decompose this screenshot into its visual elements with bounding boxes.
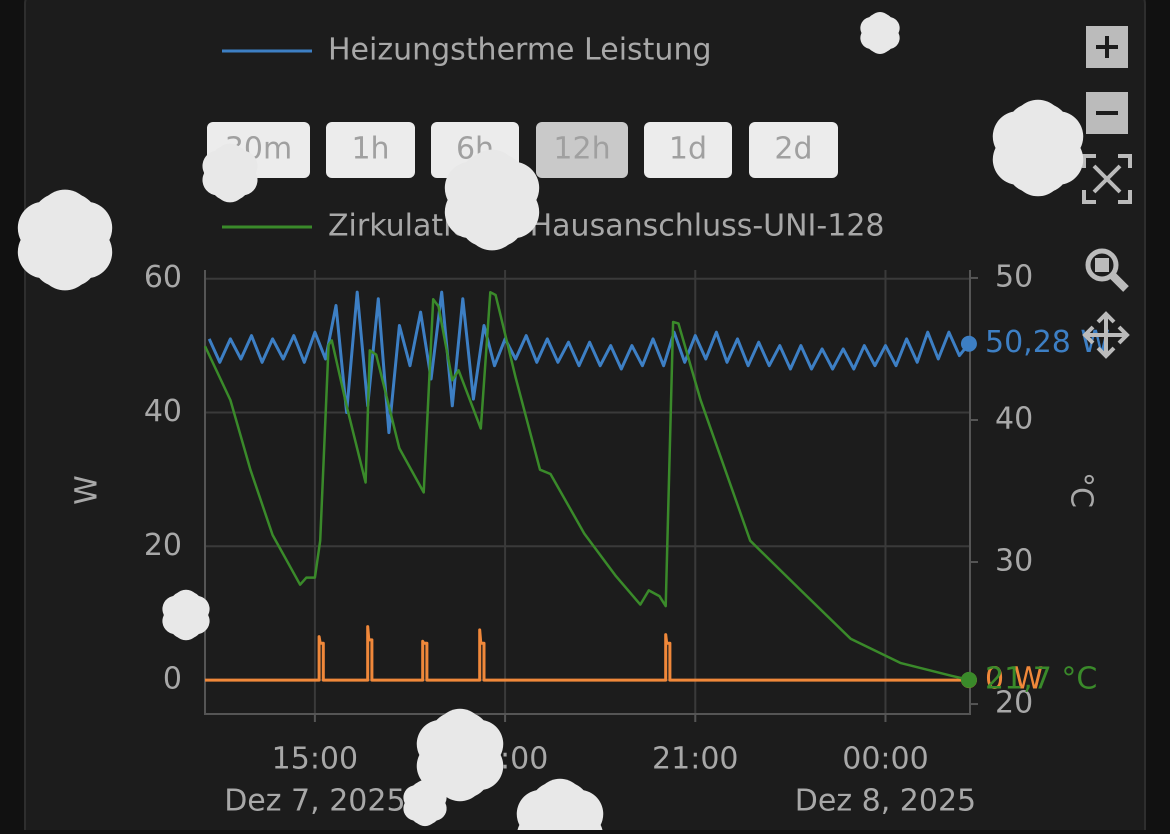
axis-line xyxy=(204,270,971,715)
zoom-icon xyxy=(1095,258,1109,272)
x-tick-label: 15:00 xyxy=(272,742,358,777)
series-line xyxy=(207,290,971,435)
y2-tick-label: 20 xyxy=(995,686,1033,721)
button-label: 1d xyxy=(669,132,707,167)
y2-tick-label: 30 xyxy=(995,544,1033,579)
series-line xyxy=(205,625,969,682)
range-button[interactable]: 1h xyxy=(326,122,415,178)
y2-tick-label: 50 xyxy=(995,259,1033,294)
button-label: 12h xyxy=(553,132,610,167)
controls: Heizungstherme Leistung Zirkulation-4-Hau… xyxy=(207,33,885,244)
x-tick-label: 21:00 xyxy=(652,742,738,777)
series-line xyxy=(203,290,970,682)
range-button[interactable]: 1d xyxy=(644,122,732,178)
end-label: 0 W xyxy=(985,662,1043,697)
y-tick-label: 60 xyxy=(144,260,182,295)
button-label: 1h xyxy=(351,132,389,167)
end-label: 21,7 °C xyxy=(985,661,1097,696)
legend-label: Zirkulation-4-Hausanschluss-UNI-128 xyxy=(328,209,885,244)
x-date-label: Dez 7, 2025 xyxy=(224,784,405,819)
zoom-in-icon xyxy=(1096,36,1118,58)
end-point xyxy=(960,335,977,352)
x-tick-label: 00:00 xyxy=(842,742,928,777)
y2-tick-label: 40 xyxy=(995,401,1033,436)
modebar xyxy=(1082,26,1132,359)
legend-label: Heizungstherme Leistung xyxy=(328,33,712,68)
y-tick-label: 40 xyxy=(144,394,182,429)
y-tick-label: 0 xyxy=(163,662,182,697)
range-button[interactable]: 12h xyxy=(536,122,628,178)
button-bg xyxy=(536,122,628,178)
x-date-label: Dez 8, 2025 xyxy=(795,784,976,819)
pan-button[interactable] xyxy=(1082,311,1130,359)
button-bg xyxy=(644,122,732,178)
y-tick-label: 20 xyxy=(144,528,182,563)
button-bg xyxy=(749,122,838,178)
zoom-handle xyxy=(1109,272,1129,292)
card xyxy=(24,0,1146,834)
button-bg xyxy=(326,122,415,178)
range-button[interactable]: 2d xyxy=(749,122,838,178)
y-axis-title: W xyxy=(70,475,105,505)
zoom-button[interactable] xyxy=(1085,248,1119,282)
end-point xyxy=(960,671,977,688)
autoscale-button[interactable] xyxy=(1082,154,1132,204)
button-label: 2d xyxy=(774,132,812,167)
y2-axis-title: °C xyxy=(1064,472,1099,508)
